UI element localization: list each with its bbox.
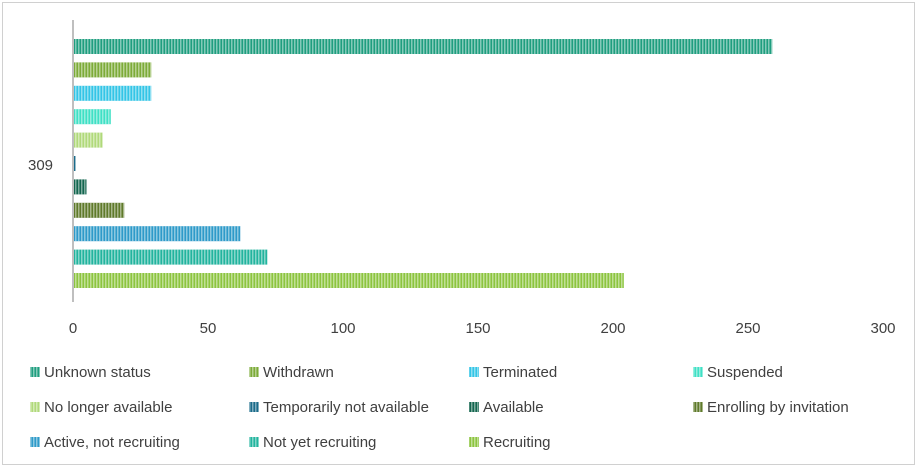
legend-swatch-stripe bbox=[249, 437, 259, 447]
legend-swatch-stripe bbox=[469, 402, 479, 412]
legend-label: Available bbox=[483, 399, 544, 416]
bar-stripe-overlay bbox=[73, 202, 125, 218]
legend-item-recruiting: Recruiting bbox=[469, 434, 551, 451]
legend-label: Unknown status bbox=[44, 364, 151, 381]
legend-item-available: Available bbox=[469, 399, 544, 416]
x-tick-label: 150 bbox=[465, 320, 490, 337]
bar-stripe-overlay bbox=[73, 85, 152, 101]
x-tick-label: 300 bbox=[870, 320, 895, 337]
bar-stripe-overlay bbox=[73, 249, 268, 265]
legend-item-suspended: Suspended bbox=[693, 364, 783, 381]
legend-label: Active, not recruiting bbox=[44, 434, 180, 451]
legend-swatch-stripe bbox=[30, 437, 40, 447]
bar-suspended bbox=[73, 109, 111, 125]
legend-item-not-yet-recruiting: Not yet recruiting bbox=[249, 434, 376, 451]
bar-enrolling-by-invitation bbox=[73, 202, 125, 218]
bar-stripe-overlay bbox=[73, 132, 103, 148]
legend-label: Terminated bbox=[483, 364, 557, 381]
bar-not-yet-recruiting bbox=[73, 249, 268, 265]
legend-swatch-stripe bbox=[469, 437, 479, 447]
legend-item-unknown-status: Unknown status bbox=[30, 364, 151, 381]
category-label: 309 bbox=[28, 157, 53, 174]
legend-label: Withdrawn bbox=[263, 364, 334, 381]
x-tick-label: 0 bbox=[69, 320, 77, 337]
bar-stripe-overlay bbox=[73, 226, 241, 242]
legend-swatch-stripe bbox=[249, 402, 259, 412]
bar-active-not-recruiting bbox=[73, 226, 241, 242]
bar-stripe-overlay bbox=[73, 179, 87, 195]
legend-label: Not yet recruiting bbox=[263, 434, 376, 451]
legend-swatch-stripe bbox=[30, 367, 40, 377]
legend-label: Suspended bbox=[707, 364, 783, 381]
legend-item-enrolling-by-invitation: Enrolling by invitation bbox=[693, 399, 849, 416]
bar-withdrawn bbox=[73, 62, 152, 78]
bar-no-longer-available bbox=[73, 132, 103, 148]
bar-available bbox=[73, 179, 87, 195]
legend-item-terminated: Terminated bbox=[469, 364, 557, 381]
bar-recruiting bbox=[73, 273, 624, 288]
legend-swatch-stripe bbox=[693, 402, 703, 412]
bar-stripe-overlay bbox=[73, 39, 773, 54]
bar-stripe-overlay bbox=[73, 109, 111, 125]
bar-unknown-status bbox=[73, 39, 773, 54]
bar-terminated bbox=[73, 85, 152, 101]
x-tick-label: 200 bbox=[600, 320, 625, 337]
bar-stripe-overlay bbox=[73, 62, 152, 78]
bar-stripe-overlay bbox=[73, 273, 624, 288]
x-tick-label: 100 bbox=[330, 320, 355, 337]
legend-swatch-stripe bbox=[693, 367, 703, 377]
legend-label: No longer available bbox=[44, 399, 172, 416]
legend-label: Temporarily not available bbox=[263, 399, 429, 416]
legend-swatch-stripe bbox=[30, 402, 40, 412]
legend-item-withdrawn: Withdrawn bbox=[249, 364, 334, 381]
legend-label: Recruiting bbox=[483, 434, 551, 451]
bar-temporarily-not-available bbox=[73, 156, 76, 171]
x-tick-label: 250 bbox=[735, 320, 760, 337]
legend-label: Enrolling by invitation bbox=[707, 399, 849, 416]
legend-item-no-longer-available: No longer available bbox=[30, 399, 172, 416]
legend-item-temporarily-not-available: Temporarily not available bbox=[249, 399, 429, 416]
x-tick-label: 50 bbox=[200, 320, 217, 337]
bar-stripe-overlay bbox=[73, 156, 76, 171]
legend-swatch-stripe bbox=[249, 367, 259, 377]
legend-item-active-not-recruiting: Active, not recruiting bbox=[30, 434, 180, 451]
legend-swatch-stripe bbox=[469, 367, 479, 377]
